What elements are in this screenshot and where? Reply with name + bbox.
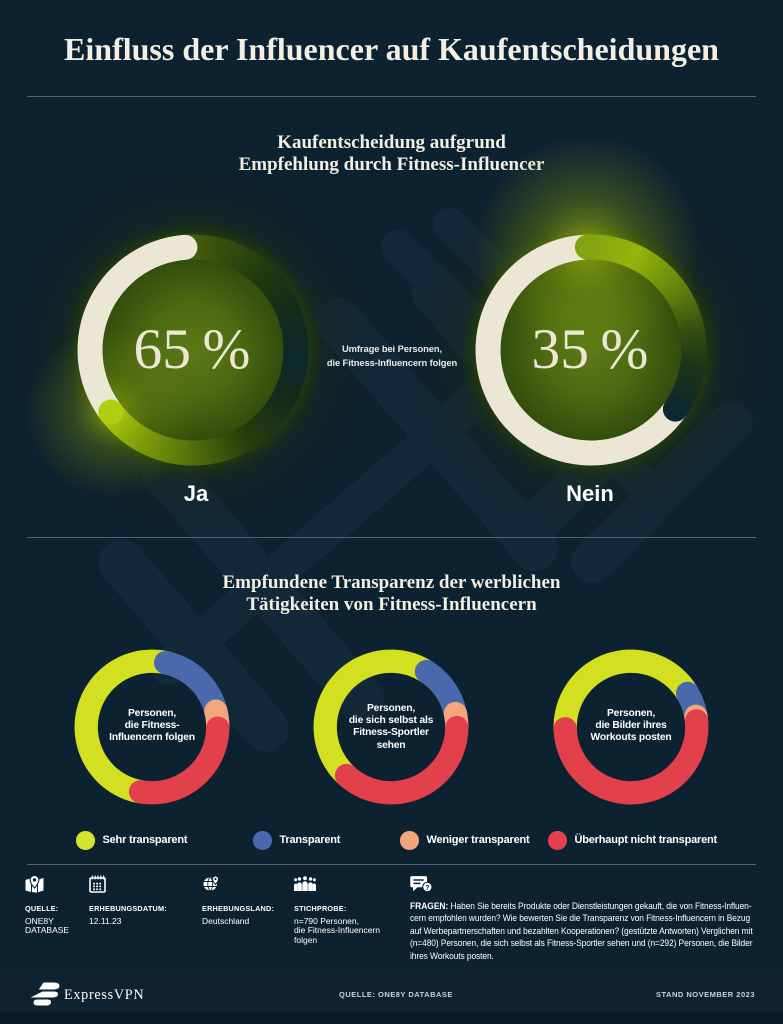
svg-text:?: ? <box>425 883 430 892</box>
